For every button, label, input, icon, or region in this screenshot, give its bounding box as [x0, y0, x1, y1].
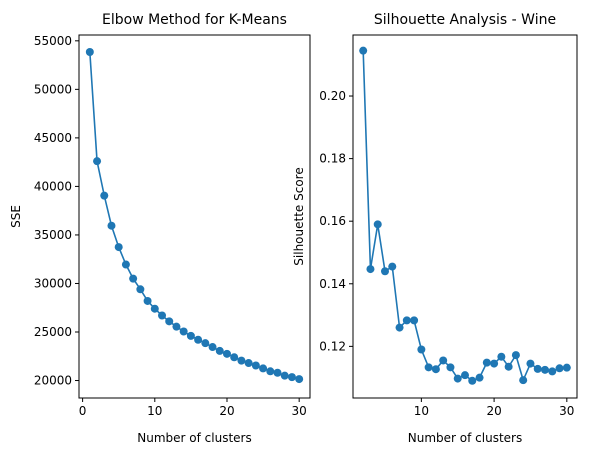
silhouette-data-point: [461, 371, 469, 380]
elbow-x-tick-label: 10: [147, 404, 162, 418]
elbow-x-tick-label: 0: [79, 404, 87, 418]
silhouette-data-point: [366, 265, 375, 274]
silhouette-y-tick-label: 0.20: [319, 89, 346, 103]
elbow-data-point: [237, 356, 246, 365]
silhouette-data-point: [541, 365, 549, 374]
silhouette-data-point: [482, 358, 491, 367]
silhouette-x-tick-label: 20: [486, 404, 501, 418]
elbow-data-point: [114, 243, 123, 252]
elbow-data-point: [287, 373, 296, 382]
elbow-data-point: [208, 343, 217, 352]
silhouette-data-point: [373, 220, 382, 229]
elbow-y-tick-label: 45000: [34, 131, 72, 145]
silhouette-data-point: [562, 363, 571, 372]
elbow-y-tick-label: 30000: [34, 276, 72, 290]
elbow-data-point: [121, 260, 130, 269]
silhouette-x-axis-label: Number of clusters: [408, 431, 522, 445]
elbow-data-point: [186, 331, 195, 340]
elbow-data-point: [201, 339, 210, 348]
silhouette-series: [359, 46, 571, 385]
silhouette-data-point: [381, 267, 389, 276]
elbow-axes: 0 10 20 30 20000 25000 30000 35000 40000 45000 500…: [34, 34, 307, 418]
elbow-plot-frame: [78, 34, 311, 399]
silhouette-y-axis-label: Silhouette Score: [292, 167, 306, 265]
elbow-data-point: [222, 349, 231, 358]
elbow-data-point: [215, 346, 224, 355]
elbow-data-point: [93, 157, 102, 166]
elbow-data-point: [143, 296, 152, 305]
elbow-data-point: [165, 317, 174, 326]
silhouette-data-point: [439, 356, 448, 365]
elbow-data-point: [179, 327, 188, 336]
silhouette-data-point: [424, 363, 433, 372]
elbow-data-point: [251, 361, 260, 370]
elbow-chart: Elbow Method for K-Means 0 10 20 30 20000 250…: [9, 12, 311, 445]
silhouette-data-point: [417, 345, 426, 354]
silhouette-data-point: [359, 46, 368, 55]
elbow-y-tick-label: 35000: [34, 228, 72, 242]
elbow-x-axis-label: Number of clusters: [137, 431, 251, 445]
elbow-data-point: [158, 311, 167, 320]
elbow-y-tick-label: 55000: [34, 34, 72, 48]
silhouette-data-point: [555, 364, 564, 373]
silhouette-data-point: [453, 374, 462, 383]
elbow-x-tick-label: 30: [292, 404, 307, 418]
silhouette-data-point: [395, 323, 404, 332]
elbow-data-point: [85, 47, 94, 56]
silhouette-y-tick-label: 0.16: [319, 214, 346, 228]
elbow-data-point: [150, 304, 159, 313]
silhouette-axes: 10 20 30 0.12 0.14 0.16 0.18 0.20: [319, 89, 574, 418]
silhouette-data-point: [431, 365, 440, 374]
elbow-y-tick-label: 20000: [34, 374, 72, 388]
silhouette-x-tick-label: 30: [559, 404, 574, 418]
silhouette-chart-title: Silhouette Analysis - Wine: [374, 12, 556, 28]
silhouette-data-point: [490, 359, 499, 368]
silhouette-data-point: [533, 364, 542, 373]
elbow-data-point: [259, 364, 268, 373]
silhouette-data-point: [548, 367, 557, 376]
silhouette-data-point: [475, 373, 484, 382]
elbow-y-tick-label: 25000: [34, 325, 72, 339]
elbow-series: [85, 47, 304, 384]
silhouette-data-point: [519, 376, 528, 385]
elbow-data-point: [129, 274, 138, 283]
elbow-y-tick-label: 50000: [34, 82, 72, 96]
elbow-data-point: [244, 359, 253, 368]
elbow-data-point: [230, 353, 239, 362]
elbow-data-point: [107, 221, 116, 230]
elbow-data-point: [136, 285, 145, 294]
elbow-x-tick-label: 20: [219, 404, 234, 418]
elbow-data-point: [273, 368, 282, 377]
silhouette-data-point: [402, 316, 411, 325]
elbow-y-axis-label: SSE: [9, 205, 23, 228]
elbow-data-point: [100, 191, 109, 200]
silhouette-data-point: [526, 359, 535, 368]
elbow-data-point: [266, 367, 275, 376]
silhouette-data-point: [410, 316, 419, 325]
silhouette-y-tick-label: 0.14: [319, 277, 346, 291]
silhouette-plot-frame: [352, 34, 578, 399]
silhouette-data-point: [446, 363, 455, 372]
silhouette-data-point: [497, 352, 506, 361]
silhouette-data-point: [504, 362, 513, 371]
silhouette-y-tick-label: 0.12: [319, 339, 346, 353]
silhouette-y-tick-label: 0.18: [319, 152, 346, 166]
silhouette-chart: Silhouette Analysis - Wine 10 20 30 0.12 0.1…: [292, 12, 578, 445]
silhouette-data-point: [511, 351, 520, 360]
silhouette-data-point: [468, 376, 477, 385]
elbow-data-point: [194, 335, 203, 344]
elbow-data-point: [295, 375, 304, 384]
elbow-data-point: [172, 322, 181, 331]
elbow-data-point: [280, 371, 289, 380]
elbow-y-tick-label: 40000: [34, 179, 72, 193]
silhouette-x-tick-label: 10: [414, 404, 429, 418]
silhouette-data-point: [388, 262, 397, 271]
elbow-chart-title: Elbow Method for K-Means: [102, 12, 287, 28]
